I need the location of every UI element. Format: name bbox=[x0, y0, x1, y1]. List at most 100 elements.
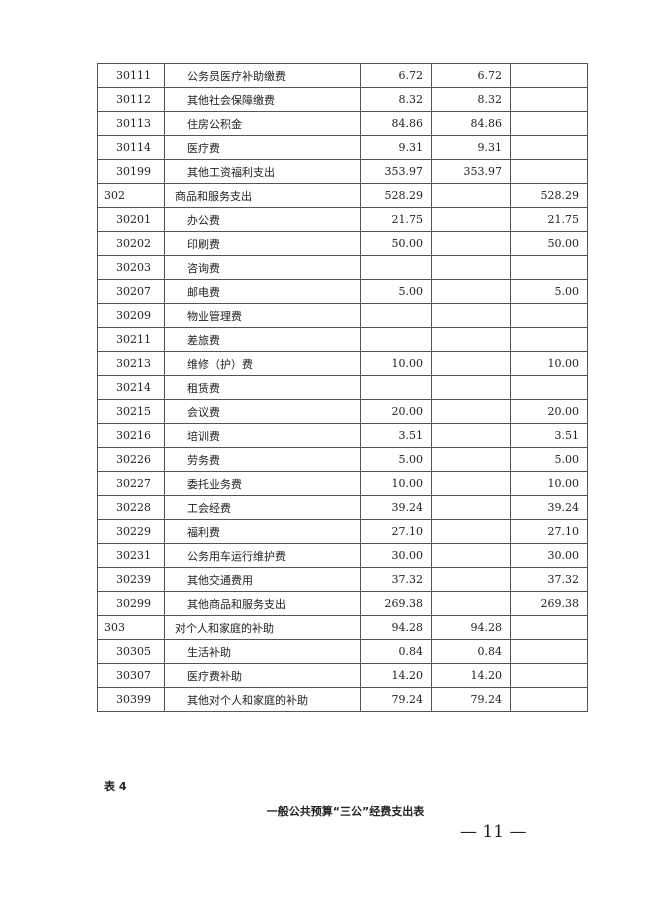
cell-name: 其他工资福利支出 bbox=[164, 159, 361, 184]
cell-c: 50.00 bbox=[510, 231, 588, 256]
cell-c bbox=[510, 87, 588, 112]
cell-c: 37.32 bbox=[510, 567, 588, 592]
cell-b: 79.24 bbox=[431, 687, 511, 712]
cell-a: 39.24 bbox=[360, 495, 432, 520]
cell-b bbox=[431, 207, 511, 232]
cell-b: 84.86 bbox=[431, 111, 511, 136]
table-row: 30229 福利费 27.10 27.10 bbox=[97, 519, 588, 544]
cell-name: 培训费 bbox=[164, 423, 361, 448]
table-row: 30114 医疗费 9.31 9.31 bbox=[97, 135, 588, 160]
cell-name: 其他商品和服务支出 bbox=[164, 591, 361, 616]
table-row: 30231 公务用车运行维护费 30.00 30.00 bbox=[97, 543, 588, 568]
table-row: 30112 其他社会保障缴费 8.32 8.32 bbox=[97, 87, 588, 112]
cell-b bbox=[431, 399, 511, 424]
cell-code: 30112 bbox=[97, 87, 165, 112]
table-row: 30113 住房公积金 84.86 84.86 bbox=[97, 111, 588, 136]
cell-name: 其他交通费用 bbox=[164, 567, 361, 592]
cell-b bbox=[431, 471, 511, 496]
cell-b bbox=[431, 183, 511, 208]
cell-code: 30229 bbox=[97, 519, 165, 544]
cell-c bbox=[510, 63, 588, 88]
cell-name: 医疗费 bbox=[164, 135, 361, 160]
cell-b bbox=[431, 303, 511, 328]
cell-b: 14.20 bbox=[431, 663, 511, 688]
table-row: 30216 培训费 3.51 3.51 bbox=[97, 423, 588, 448]
cell-name: 邮电费 bbox=[164, 279, 361, 304]
table-row: 30209 物业管理费 bbox=[97, 303, 588, 328]
cell-a: 269.38 bbox=[360, 591, 432, 616]
cell-name: 住房公积金 bbox=[164, 111, 361, 136]
cell-c bbox=[510, 375, 588, 400]
cell-name: 生活补助 bbox=[164, 639, 361, 664]
cell-code: 30207 bbox=[97, 279, 165, 304]
cell-code: 30201 bbox=[97, 207, 165, 232]
cell-a: 3.51 bbox=[360, 423, 432, 448]
cell-code: 30202 bbox=[97, 231, 165, 256]
cell-code: 303 bbox=[97, 615, 165, 640]
cell-b: 8.32 bbox=[431, 87, 511, 112]
table-row: 30214 租赁费 bbox=[97, 375, 588, 400]
table-row: 30226 劳务费 5.00 5.00 bbox=[97, 447, 588, 472]
cell-name: 福利费 bbox=[164, 519, 361, 544]
cell-c: 269.38 bbox=[510, 591, 588, 616]
table-label: 表 4 bbox=[104, 780, 127, 793]
cell-a: 353.97 bbox=[360, 159, 432, 184]
cell-code: 302 bbox=[97, 183, 165, 208]
table-row: 303 对个人和家庭的补助 94.28 94.28 bbox=[97, 615, 588, 640]
cell-c bbox=[510, 135, 588, 160]
cell-b bbox=[431, 351, 511, 376]
cell-c: 39.24 bbox=[510, 495, 588, 520]
table-row: 30305 生活补助 0.84 0.84 bbox=[97, 639, 588, 664]
cell-a bbox=[360, 327, 432, 352]
cell-a: 6.72 bbox=[360, 63, 432, 88]
cell-name: 维修（护）费 bbox=[164, 351, 361, 376]
cell-name: 物业管理费 bbox=[164, 303, 361, 328]
cell-b bbox=[431, 447, 511, 472]
table-title: 一般公共预算“三公”经费支出表 bbox=[266, 805, 425, 818]
cell-c bbox=[510, 327, 588, 352]
cell-b bbox=[431, 327, 511, 352]
cell-c bbox=[510, 303, 588, 328]
page-number: — 11 — bbox=[460, 822, 527, 842]
table-row: 30215 会议费 20.00 20.00 bbox=[97, 399, 588, 424]
table-row: 302 商品和服务支出 528.29 528.29 bbox=[97, 183, 588, 208]
cell-c: 10.00 bbox=[510, 471, 588, 496]
cell-code: 30114 bbox=[97, 135, 165, 160]
cell-a: 27.10 bbox=[360, 519, 432, 544]
cell-b: 6.72 bbox=[431, 63, 511, 88]
cell-a: 10.00 bbox=[360, 471, 432, 496]
cell-name: 其他对个人和家庭的补助 bbox=[164, 687, 361, 712]
cell-name: 其他社会保障缴费 bbox=[164, 87, 361, 112]
table-row: 30207 邮电费 5.00 5.00 bbox=[97, 279, 588, 304]
cell-c bbox=[510, 159, 588, 184]
cell-name: 会议费 bbox=[164, 399, 361, 424]
cell-name: 办公费 bbox=[164, 207, 361, 232]
cell-a: 94.28 bbox=[360, 615, 432, 640]
expenditure-table: 30111 公务员医疗补助缴费 6.72 6.72 30112 其他社会保障缴费 8.32 8… bbox=[97, 63, 588, 712]
cell-a: 37.32 bbox=[360, 567, 432, 592]
cell-a: 14.20 bbox=[360, 663, 432, 688]
cell-a: 5.00 bbox=[360, 279, 432, 304]
table-row: 30202 印刷费 50.00 50.00 bbox=[97, 231, 588, 256]
cell-b bbox=[431, 375, 511, 400]
cell-code: 30111 bbox=[97, 63, 165, 88]
cell-name: 工会经费 bbox=[164, 495, 361, 520]
cell-c bbox=[510, 687, 588, 712]
cell-name: 对个人和家庭的补助 bbox=[164, 615, 361, 640]
cell-b bbox=[431, 231, 511, 256]
cell-c bbox=[510, 639, 588, 664]
cell-a: 20.00 bbox=[360, 399, 432, 424]
cell-c: 5.00 bbox=[510, 279, 588, 304]
cell-c: 5.00 bbox=[510, 447, 588, 472]
cell-code: 30299 bbox=[97, 591, 165, 616]
cell-a: 84.86 bbox=[360, 111, 432, 136]
cell-code: 30216 bbox=[97, 423, 165, 448]
cell-code: 30209 bbox=[97, 303, 165, 328]
cell-a: 30.00 bbox=[360, 543, 432, 568]
table-row: 30399 其他对个人和家庭的补助 79.24 79.24 bbox=[97, 687, 588, 712]
cell-c: 10.00 bbox=[510, 351, 588, 376]
cell-a bbox=[360, 255, 432, 280]
cell-c bbox=[510, 255, 588, 280]
cell-c bbox=[510, 663, 588, 688]
cell-b: 353.97 bbox=[431, 159, 511, 184]
